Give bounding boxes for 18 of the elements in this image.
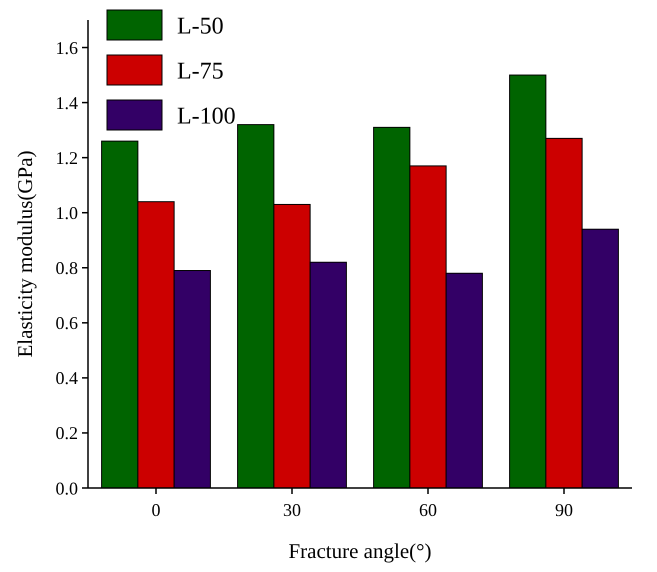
y-tick-label: 1.6 bbox=[56, 38, 78, 58]
x-tick-label: 90 bbox=[555, 500, 573, 520]
y-axis-title: Elasticity modulus(GPa) bbox=[13, 150, 37, 358]
legend-label: L-75 bbox=[177, 58, 224, 84]
y-tick-label: 0.6 bbox=[56, 313, 78, 334]
y-tick-label: 1.2 bbox=[56, 148, 78, 168]
x-tick-label: 60 bbox=[419, 500, 437, 520]
y-tick-label: 0.0 bbox=[56, 478, 78, 498]
y-tick-label: 0.2 bbox=[56, 423, 78, 444]
x-tick-label: 0 bbox=[152, 500, 160, 520]
legend-label: L-50 bbox=[177, 13, 224, 40]
y-tick-label: 1.0 bbox=[56, 203, 78, 224]
y-tick-label: 1.4 bbox=[56, 92, 78, 113]
legend-label: L-100 bbox=[177, 103, 236, 130]
x-tick-label: 30 bbox=[283, 500, 301, 520]
x-axis-title: Fracture angle(°) bbox=[288, 539, 432, 563]
y-tick-label: 0.8 bbox=[56, 258, 78, 278]
y-tick-label: 0.4 bbox=[56, 368, 78, 388]
